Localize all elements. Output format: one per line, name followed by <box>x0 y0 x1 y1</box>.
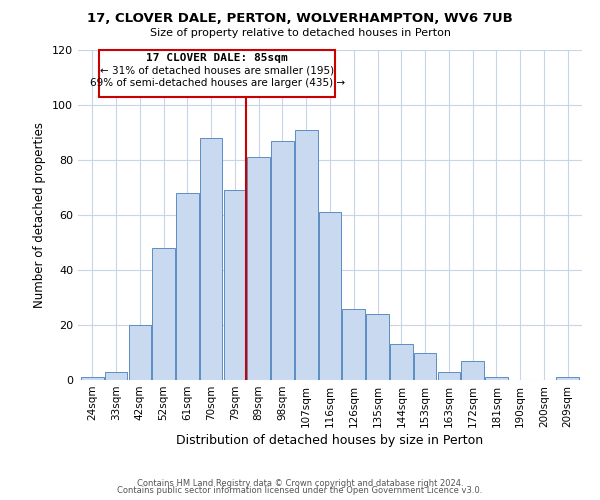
Bar <box>366 314 389 380</box>
Text: 17 CLOVER DALE: 85sqm: 17 CLOVER DALE: 85sqm <box>146 52 288 62</box>
Bar <box>271 141 294 380</box>
Bar <box>152 248 175 380</box>
Bar <box>437 372 460 380</box>
X-axis label: Distribution of detached houses by size in Perton: Distribution of detached houses by size … <box>176 434 484 447</box>
Text: 69% of semi-detached houses are larger (435) →: 69% of semi-detached houses are larger (… <box>89 78 344 88</box>
Bar <box>247 157 270 380</box>
Bar <box>556 377 579 380</box>
FancyBboxPatch shape <box>100 50 335 97</box>
Text: 17, CLOVER DALE, PERTON, WOLVERHAMPTON, WV6 7UB: 17, CLOVER DALE, PERTON, WOLVERHAMPTON, … <box>87 12 513 26</box>
Bar <box>128 325 151 380</box>
Bar <box>390 344 413 380</box>
Text: ← 31% of detached houses are smaller (195): ← 31% of detached houses are smaller (19… <box>100 65 334 75</box>
Bar <box>461 361 484 380</box>
Bar <box>343 308 365 380</box>
Bar <box>414 352 436 380</box>
Bar <box>200 138 223 380</box>
Bar <box>319 212 341 380</box>
Y-axis label: Number of detached properties: Number of detached properties <box>34 122 46 308</box>
Bar <box>81 377 104 380</box>
Bar <box>485 377 508 380</box>
Bar <box>295 130 317 380</box>
Bar <box>176 193 199 380</box>
Text: Size of property relative to detached houses in Perton: Size of property relative to detached ho… <box>149 28 451 38</box>
Text: Contains HM Land Registry data © Crown copyright and database right 2024.: Contains HM Land Registry data © Crown c… <box>137 478 463 488</box>
Bar <box>224 190 246 380</box>
Bar <box>105 372 127 380</box>
Text: Contains public sector information licensed under the Open Government Licence v3: Contains public sector information licen… <box>118 486 482 495</box>
